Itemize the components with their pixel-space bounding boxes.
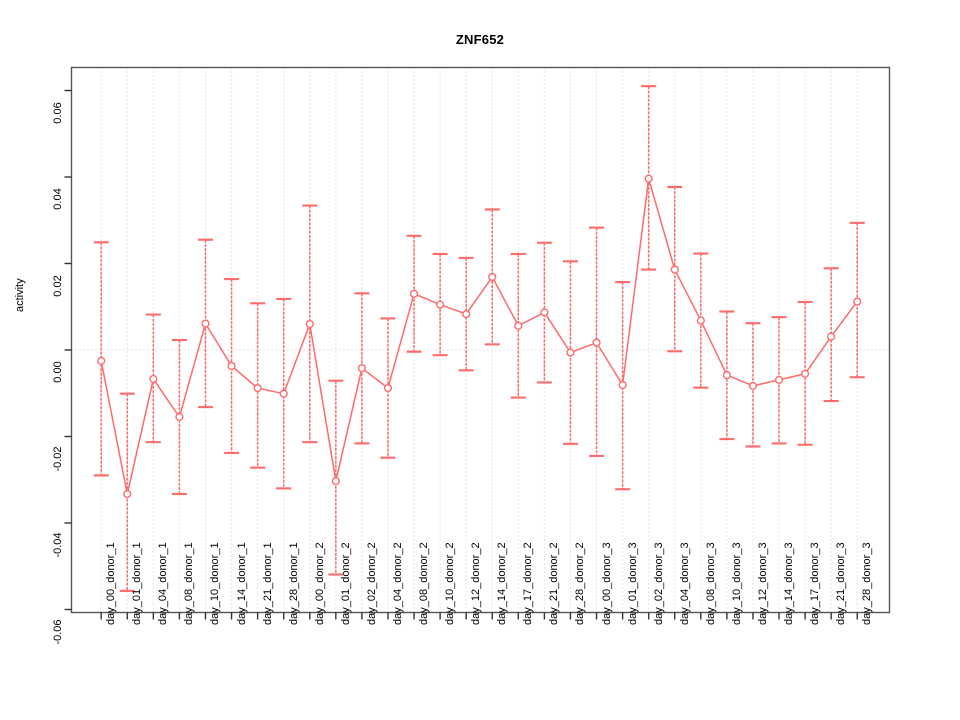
x-tick-label: day_00_donor_1 — [105, 541, 118, 625]
x-tick-label: day_04_donor_3 — [678, 541, 691, 625]
x-axis-ticks — [100, 612, 858, 620]
x-tick-label: day_01_donor_3 — [626, 541, 639, 625]
plot-frame — [70, 66, 891, 614]
error-bars-group — [93, 85, 865, 592]
data-point-marker — [540, 308, 549, 317]
data-point-marker — [462, 310, 471, 319]
x-tick-label: day_14_donor_2 — [496, 541, 509, 625]
x-tick-label: day_02_donor_2 — [365, 541, 378, 625]
y-axis-ticks — [64, 89, 72, 611]
data-point-marker — [357, 364, 367, 373]
x-tick-label: day_04_donor_1 — [157, 541, 170, 625]
x-tick-label: day_08_donor_1 — [183, 541, 196, 625]
data-point-marker — [279, 389, 288, 398]
x-tick-label: day_28_donor_2 — [574, 541, 587, 625]
data-point-marker — [123, 489, 132, 499]
data-point-marker — [514, 321, 523, 330]
x-tick-label: day_21_donor_3 — [835, 541, 848, 625]
x-tick-label: day_17_donor_3 — [809, 541, 822, 625]
x-tick-label: day_04_donor_2 — [391, 541, 404, 625]
data-point-marker — [409, 289, 419, 298]
y-tick-label: 0.02 — [52, 274, 64, 297]
x-tick-label: day_21_donor_1 — [261, 541, 274, 625]
data-point-marker — [97, 356, 106, 365]
x-tick-label: day_14_donor_3 — [783, 541, 796, 625]
data-point-marker — [305, 319, 314, 329]
x-tick-label: day_10_donor_3 — [730, 541, 743, 625]
data-point-marker — [566, 348, 575, 357]
y-tick-label: 0.04 — [52, 188, 64, 210]
data-point-marker — [853, 297, 862, 306]
x-tick-label: day_00_donor_3 — [600, 541, 613, 625]
plot-border — [70, 66, 891, 614]
x-tick-label: day_10_donor_1 — [209, 541, 222, 625]
data-point-marker — [722, 370, 731, 380]
data-point-marker — [748, 381, 758, 390]
x-tick-label: day_12_donor_3 — [756, 541, 769, 625]
data-point-marker — [800, 369, 810, 378]
data-point-marker — [644, 174, 653, 183]
data-point-marker — [331, 476, 340, 486]
x-tick-label: day_00_donor_2 — [313, 541, 326, 625]
gridlines-group — [100, 67, 858, 613]
data-line — [100, 178, 858, 495]
data-point-marker — [774, 375, 784, 384]
x-tick-label: day_02_donor_3 — [652, 541, 665, 625]
data-point-marker — [253, 383, 262, 393]
data-point-marker — [592, 338, 601, 347]
x-tick-label: day_28_donor_1 — [287, 541, 300, 625]
x-tick-label: day_17_donor_2 — [522, 541, 535, 625]
data-point-marker — [175, 412, 184, 422]
data-point-marker — [436, 300, 445, 309]
x-tick-label: day_08_donor_2 — [418, 541, 431, 625]
x-tick-label: day_12_donor_2 — [470, 541, 483, 625]
x-tick-label: day_01_donor_1 — [131, 541, 144, 625]
x-tick-label: day_21_donor_2 — [548, 541, 561, 625]
data-points-group — [97, 174, 862, 499]
y-tick-label: 0.06 — [52, 101, 64, 124]
x-tick-label: day_08_donor_3 — [704, 541, 717, 625]
x-tick-label: day_10_donor_2 — [444, 541, 457, 625]
data-point-marker — [488, 272, 497, 282]
x-tick-label: day_14_donor_1 — [235, 541, 248, 625]
x-tick-label: day_01_donor_2 — [339, 541, 352, 625]
y-tick-label: -0.02 — [52, 445, 64, 472]
y-tick-label: 0.00 — [52, 361, 64, 383]
y-tick-label: -0.04 — [52, 532, 64, 558]
series-polyline — [100, 178, 858, 495]
data-point-marker — [149, 374, 158, 384]
data-point-marker — [227, 361, 236, 371]
data-point-marker — [670, 265, 679, 274]
data-point-marker — [201, 319, 210, 328]
data-point-marker — [618, 380, 627, 390]
y-tick-label: -0.06 — [52, 618, 64, 645]
data-point-marker — [696, 316, 705, 325]
data-point-marker — [827, 332, 836, 341]
x-tick-label: day_28_donor_3 — [861, 541, 874, 625]
data-point-marker — [383, 383, 393, 393]
chart-title: ZNF652 — [455, 32, 505, 47]
